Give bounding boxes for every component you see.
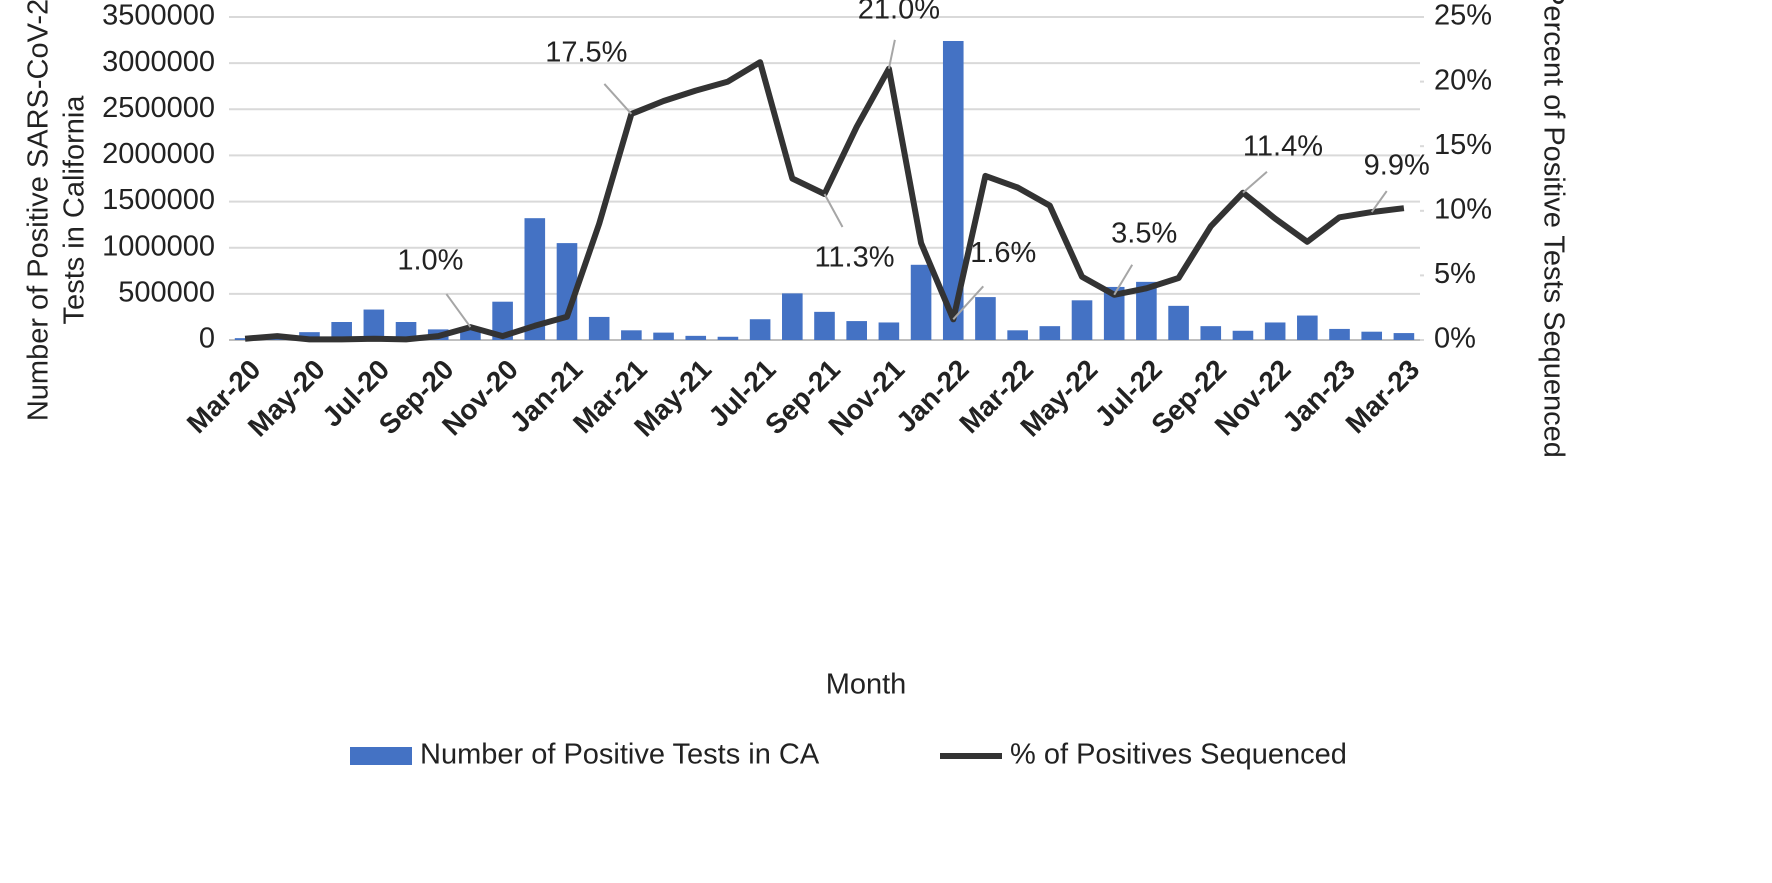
y-tick-label: 2000000 <box>102 138 215 170</box>
bar <box>975 297 996 340</box>
y-tick-label: 2500000 <box>102 92 215 124</box>
bar <box>1329 328 1350 340</box>
label-leader <box>445 293 472 328</box>
data-label: 11.4% <box>1243 130 1323 162</box>
bar <box>1039 326 1061 340</box>
bar <box>492 301 513 340</box>
bar <box>1232 330 1254 340</box>
y-tick-label: 0 <box>199 323 215 355</box>
bar <box>1071 300 1093 340</box>
y-tick-label: 500000 <box>118 277 215 309</box>
bar <box>1393 333 1415 340</box>
label-leader <box>1113 264 1134 296</box>
bar <box>1007 330 1028 340</box>
bar <box>588 316 610 340</box>
bar <box>1264 322 1286 340</box>
legend-label: % of Positives Sequenced <box>1010 739 1347 771</box>
x-axis-title: Month <box>826 669 907 701</box>
y-axis-title-line: Number of Positive SARS-CoV-2 <box>23 0 55 421</box>
y-axis-title-line: Tests in California <box>59 95 91 325</box>
bar <box>395 322 417 340</box>
y2-tick-label: 5% <box>1434 258 1476 290</box>
y-axis-title: Number of Positive SARS-CoV-2 Tests in C… <box>23 0 91 421</box>
y2-tick-label: 20% <box>1434 64 1492 96</box>
bar <box>910 264 932 340</box>
bar <box>846 321 867 340</box>
y-tick-label: 1000000 <box>102 230 215 262</box>
y-tick-label: 3000000 <box>102 46 215 78</box>
y2-tick-label: 15% <box>1434 129 1492 161</box>
bar <box>1136 281 1157 340</box>
bar <box>685 335 707 340</box>
label-leader <box>1242 170 1268 194</box>
data-label: 9.9% <box>1364 150 1430 182</box>
label-leader <box>603 83 633 115</box>
bar <box>299 332 320 340</box>
data-label: 1.0% <box>397 245 463 277</box>
label-leader <box>887 39 896 69</box>
bar <box>717 336 739 340</box>
bar <box>814 311 835 340</box>
data-label: 21.0% <box>858 0 940 25</box>
data-label: 1.6% <box>970 237 1036 269</box>
bar <box>1361 331 1383 340</box>
legend-swatch <box>350 747 412 765</box>
bar <box>524 218 546 340</box>
y2-tick-label: 25% <box>1434 0 1492 32</box>
bar <box>234 338 256 340</box>
bar <box>1168 305 1189 340</box>
x-tick-label: Mar-23 <box>1340 354 1426 440</box>
bar <box>1297 315 1318 340</box>
bar <box>878 322 900 340</box>
y2-tick-label: 10% <box>1434 193 1492 225</box>
bar <box>621 330 642 340</box>
y-tick-label: 3500000 <box>102 0 215 32</box>
y-tick-label: 1500000 <box>102 184 215 216</box>
y2-axis-title: Percent of Positive Tests Sequenced <box>1537 0 1569 458</box>
bar <box>942 40 964 340</box>
data-label: 3.5% <box>1111 217 1177 249</box>
label-leader <box>1370 190 1388 213</box>
bar <box>782 293 803 340</box>
y2-tick-label: 0% <box>1434 323 1476 355</box>
data-label: 17.5% <box>545 37 627 69</box>
bar <box>749 319 771 340</box>
bar <box>331 322 352 340</box>
label-leader <box>823 193 844 228</box>
line <box>244 59 1405 343</box>
bar <box>363 309 385 340</box>
bar <box>653 332 674 340</box>
bar <box>1200 326 1222 340</box>
legend-label: Number of Positive Tests in CA <box>420 739 820 771</box>
bar <box>1103 286 1125 340</box>
label-leader <box>952 285 984 321</box>
data-label: 11.3% <box>814 242 894 274</box>
